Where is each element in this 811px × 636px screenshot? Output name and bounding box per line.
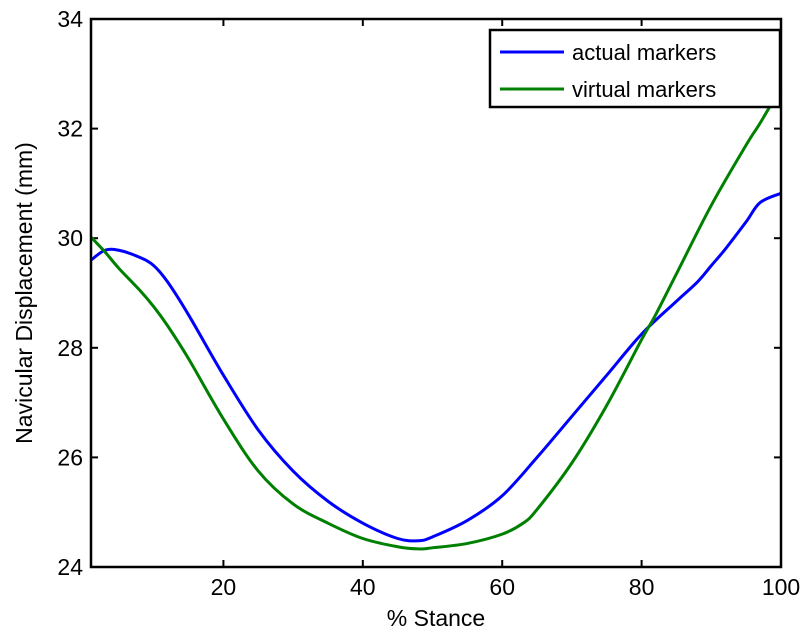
- legend-box: [488, 28, 782, 109]
- legend-label-actual-markers: actual markers: [572, 40, 716, 65]
- y-tick-label: 24: [57, 554, 83, 580]
- legend: actual markers virtual markers: [488, 28, 782, 109]
- x-tick-label: 100: [762, 574, 800, 600]
- x-tick-label: 40: [350, 574, 376, 600]
- y-tick-label: 34: [57, 6, 83, 32]
- y-tick-label: 28: [57, 335, 83, 361]
- plot-frame: [89, 17, 783, 569]
- x-axis-title: % Stance: [387, 605, 485, 631]
- x-tick-label: 20: [211, 574, 237, 600]
- legend-label-virtual-markers: virtual markers: [572, 77, 716, 102]
- series-line-actual-markers: [90, 191, 782, 543]
- y-tick-label: 30: [57, 225, 83, 251]
- y-axis-title: Navicular Displacement (mm): [11, 142, 37, 444]
- labels-layer: 20 40 60 80 100 24 26 28 30 32 34: [57, 6, 800, 600]
- y-tick-label: 26: [57, 444, 83, 470]
- series-line-virtual-markers: [89, 86, 783, 551]
- y-tick-label: 32: [57, 116, 83, 142]
- x-tick-label: 60: [489, 574, 515, 600]
- lines-layer: [89, 86, 783, 551]
- x-tick-label: 80: [629, 574, 655, 600]
